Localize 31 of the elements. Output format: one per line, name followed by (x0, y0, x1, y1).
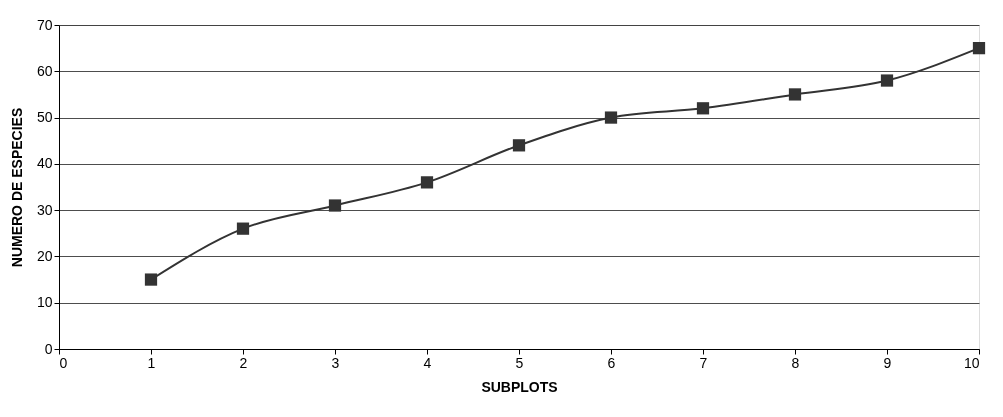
point (788, 88, 802, 101)
y-tick-label: 30 (36, 201, 53, 218)
x-tick-label: 2 (239, 354, 248, 371)
x-axis-title: SUBPLOTS (481, 378, 558, 395)
x-tick-label: 1 (147, 354, 156, 371)
y-tick-label: 20 (36, 247, 53, 264)
x-tick-label: 8 (791, 354, 800, 371)
y-tick-label: 10 (36, 294, 53, 311)
point (972, 42, 986, 55)
point (604, 111, 618, 124)
point (144, 273, 158, 286)
y-tick-label: 40 (36, 155, 53, 172)
point (328, 199, 342, 212)
y-tick-label: 60 (36, 62, 53, 79)
y-axis-title: NUMERO DE ESPECIES (8, 107, 25, 268)
x-tick-label: 10 (963, 354, 980, 371)
y-tick-label: 0 (44, 340, 53, 357)
x-tick-label: 3 (331, 354, 340, 371)
x-tick-label: 0 (59, 354, 68, 371)
x-tick-label: 4 (423, 354, 432, 371)
point (236, 222, 250, 235)
x-tick-label: 7 (699, 354, 708, 371)
x-tick-label: 6 (607, 354, 616, 371)
y-tick-label: 70 (36, 16, 53, 33)
point (512, 139, 526, 152)
x-tick-label: 9 (883, 354, 892, 371)
point (696, 102, 710, 115)
y-tick-label: 50 (36, 109, 53, 126)
point (420, 176, 434, 189)
point (880, 74, 894, 87)
x-tick-label: 5 (515, 354, 524, 371)
